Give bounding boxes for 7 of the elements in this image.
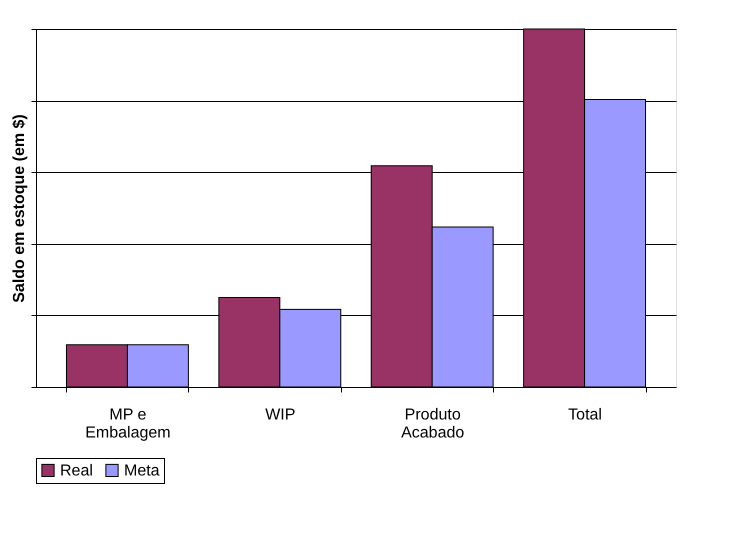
x-tick-label: MP e Embalagem (85, 406, 171, 442)
x-tick-label: Total (568, 406, 602, 424)
y-axis-title: Saldo em estoque (em $) (11, 114, 28, 303)
legend-label: Real (60, 462, 93, 480)
x-tick-label: WIP (265, 406, 296, 424)
legend-label: Meta (124, 462, 160, 480)
x-tick-label: Produto Acabado (401, 406, 464, 442)
